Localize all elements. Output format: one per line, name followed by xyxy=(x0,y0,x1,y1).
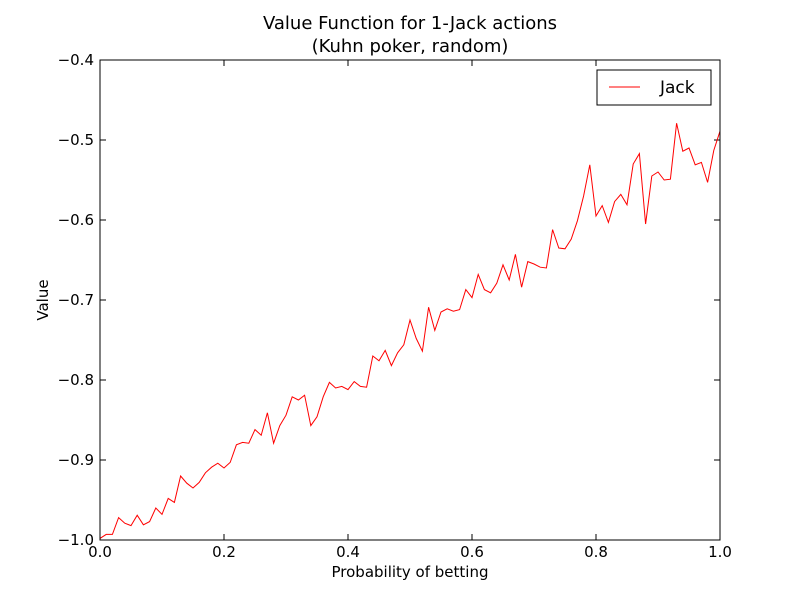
y-tick-label: −0.4 xyxy=(58,51,94,69)
series-layer xyxy=(99,123,721,539)
y-axis-ticks: −1.0 −0.9 −0.8 −0.7 −0.6 −0.5 −0.4 xyxy=(58,51,720,549)
x-axis-ticks: 0.0 0.2 0.4 0.6 0.8 1.0 xyxy=(88,60,732,561)
x-tick-label: 0.4 xyxy=(336,543,360,561)
chart-title: Value Function for 1-Jack actions xyxy=(263,13,557,34)
x-tick-label: 0.6 xyxy=(460,543,484,561)
y-tick-label: −0.7 xyxy=(58,291,94,309)
y-axis-label: Value xyxy=(34,279,52,320)
y-tick-label: −0.6 xyxy=(58,211,94,229)
legend: Jack xyxy=(596,69,712,106)
x-tick-label: 0.8 xyxy=(584,543,608,561)
x-tick-label: 1.0 xyxy=(708,543,732,561)
x-tick-label: 0.0 xyxy=(88,543,112,561)
y-tick-label: −0.8 xyxy=(58,371,94,389)
y-tick-label: −0.5 xyxy=(58,131,94,149)
series-line-jack xyxy=(99,123,721,539)
y-tick-label: −1.0 xyxy=(58,531,94,549)
chart-subtitle: (Kuhn poker, random) xyxy=(312,36,509,57)
plot-area-frame xyxy=(99,59,721,541)
title-group: Value Function for 1-Jack actions (Kuhn … xyxy=(263,13,557,57)
y-tick-label: −0.9 xyxy=(58,451,94,469)
legend-label-jack: Jack xyxy=(659,78,695,98)
x-axis-label: Probability of betting xyxy=(332,563,489,581)
x-tick-label: 0.2 xyxy=(212,543,236,561)
